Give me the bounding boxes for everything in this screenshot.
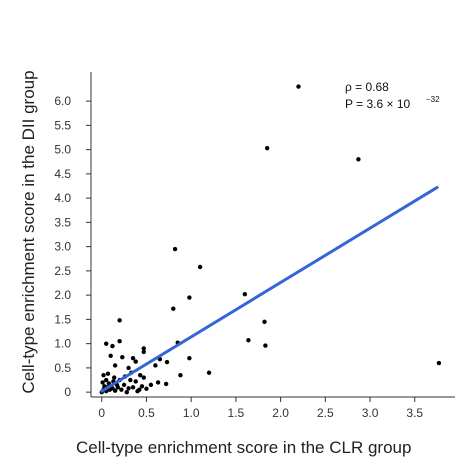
data-point	[121, 382, 127, 388]
data-point	[130, 355, 136, 361]
data-point	[126, 365, 131, 371]
data-point	[141, 346, 146, 351]
y-tick-label: 6.0	[54, 94, 71, 108]
data-point	[104, 341, 109, 346]
p-value-annotation: P = 3.6 × 10	[345, 97, 410, 111]
x-tick-label: 0.5	[138, 406, 155, 420]
data-points	[99, 84, 442, 395]
y-ticks: 0 0.5 1.0 1.5 2.0 2.5 3.0 3.5 4.0 4.5 5.0 5.5 6.0	[54, 94, 91, 399]
y-tick-label: 4.0	[54, 191, 71, 205]
data-point	[356, 157, 361, 162]
data-point	[141, 349, 146, 355]
regression-line	[100, 185, 439, 393]
data-point	[124, 389, 129, 395]
y-tick-label: 3.0	[54, 240, 71, 254]
data-point	[148, 382, 154, 388]
data-point	[108, 353, 113, 358]
data-point	[130, 385, 136, 390]
data-point	[263, 343, 268, 348]
data-point	[117, 339, 122, 344]
data-point	[246, 338, 251, 343]
x-tick-label: 2.0	[272, 406, 289, 420]
data-point	[187, 295, 192, 300]
data-point	[112, 388, 118, 393]
x-tick-label: 3.5	[406, 406, 423, 420]
data-point	[141, 375, 146, 380]
data-point	[262, 319, 267, 325]
x-tick-label: 3.0	[362, 406, 379, 420]
y-tick-label: 0	[64, 385, 71, 399]
y-tick-label: 3.5	[54, 215, 71, 229]
data-point	[296, 84, 301, 89]
rho-annotation: ρ = 0.68	[345, 80, 389, 94]
data-point	[100, 380, 105, 385]
data-point	[135, 388, 140, 394]
data-point	[110, 343, 115, 349]
y-axis: 0 0.5 1.0 1.5 2.0 2.5 3.0 3.5 4.0 4.5 5.0 5.5 6.0	[54, 72, 92, 399]
data-point	[133, 379, 138, 384]
data-point	[164, 359, 170, 365]
data-point	[163, 381, 169, 387]
x-ticks: 0 0.5 1.0 1.5 2.0 2.5 3.0 3.5	[98, 397, 423, 420]
y-tick-label: 2.5	[54, 264, 71, 278]
x-axis: 0 0.5 1.0 1.5 2.0 2.5 3.0 3.5	[91, 396, 455, 420]
data-point	[119, 387, 124, 392]
data-point	[171, 306, 176, 311]
x-tick-label: 0	[98, 406, 105, 420]
data-point	[117, 318, 122, 323]
x-axis-label: Cell-type enrichment score in the CLR gr…	[76, 438, 411, 457]
p-value-exponent: −32	[426, 95, 440, 104]
data-point	[242, 291, 248, 297]
data-point	[187, 355, 192, 361]
data-point	[139, 384, 145, 389]
data-point	[120, 355, 125, 360]
data-point	[144, 386, 149, 391]
x-tick-label: 2.5	[317, 406, 334, 420]
data-point	[133, 359, 138, 364]
data-point	[137, 372, 143, 378]
y-tick-label: 5.5	[54, 118, 71, 132]
data-point	[104, 377, 109, 383]
y-tick-label: 1.0	[54, 337, 71, 351]
data-point	[126, 386, 131, 391]
data-point	[101, 372, 106, 378]
data-point	[206, 370, 212, 375]
y-tick-label: 2.0	[54, 288, 71, 302]
y-tick-label: 5.0	[54, 143, 71, 157]
y-tick-label: 4.5	[54, 167, 71, 181]
data-point	[112, 375, 117, 380]
data-point	[112, 363, 118, 368]
data-point	[264, 145, 270, 151]
data-point	[178, 372, 183, 378]
x-tick-label: 1.0	[183, 406, 200, 420]
data-point	[153, 363, 158, 368]
data-point	[197, 264, 203, 270]
data-point	[105, 371, 111, 376]
y-tick-label: 0.5	[54, 361, 71, 375]
data-point	[172, 246, 178, 252]
y-tick-label: 1.5	[54, 312, 71, 326]
data-point	[128, 377, 133, 383]
data-point	[436, 360, 442, 366]
data-point	[155, 380, 161, 385]
y-axis-label: Cell-type enrichment score in the DII gr…	[19, 70, 38, 393]
x-tick-label: 1.5	[228, 406, 245, 420]
